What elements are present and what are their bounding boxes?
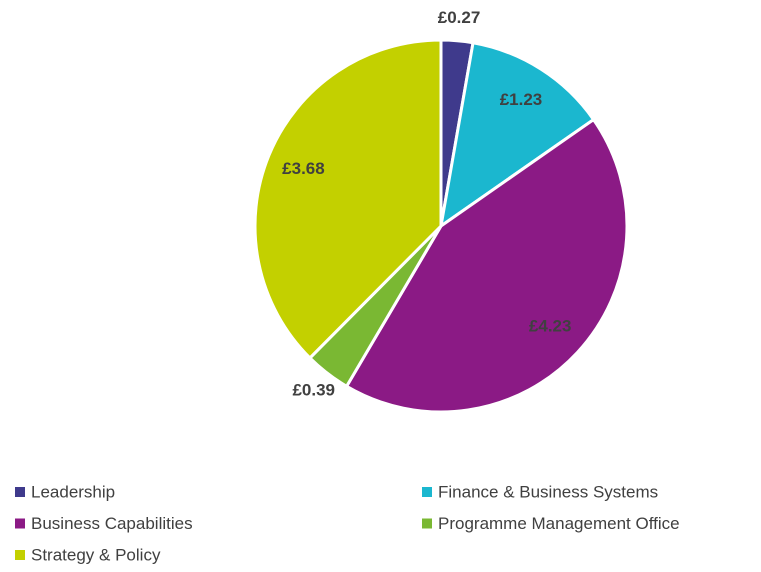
legend-label: Finance & Business Systems <box>438 482 658 501</box>
legend-label: Leadership <box>31 482 115 501</box>
legend-swatch <box>422 487 432 497</box>
data-label: £0.39 <box>292 380 335 399</box>
pie-slice <box>438 41 596 230</box>
legend-swatch <box>15 518 25 529</box>
pie-slice <box>344 117 629 414</box>
pie-slice <box>253 38 443 361</box>
data-label: £1.23 <box>500 90 543 109</box>
legend-label: Strategy & Policy <box>31 545 161 564</box>
legend-label: Programme Management Office <box>438 514 680 533</box>
data-label: £3.68 <box>282 159 325 178</box>
data-label: £4.23 <box>529 317 572 336</box>
legend-label: Business Capabilities <box>31 514 193 533</box>
legend-swatch <box>15 487 25 497</box>
legend-swatch <box>15 550 25 560</box>
data-label: £0.27 <box>438 8 481 27</box>
legend-swatch <box>422 518 432 529</box>
